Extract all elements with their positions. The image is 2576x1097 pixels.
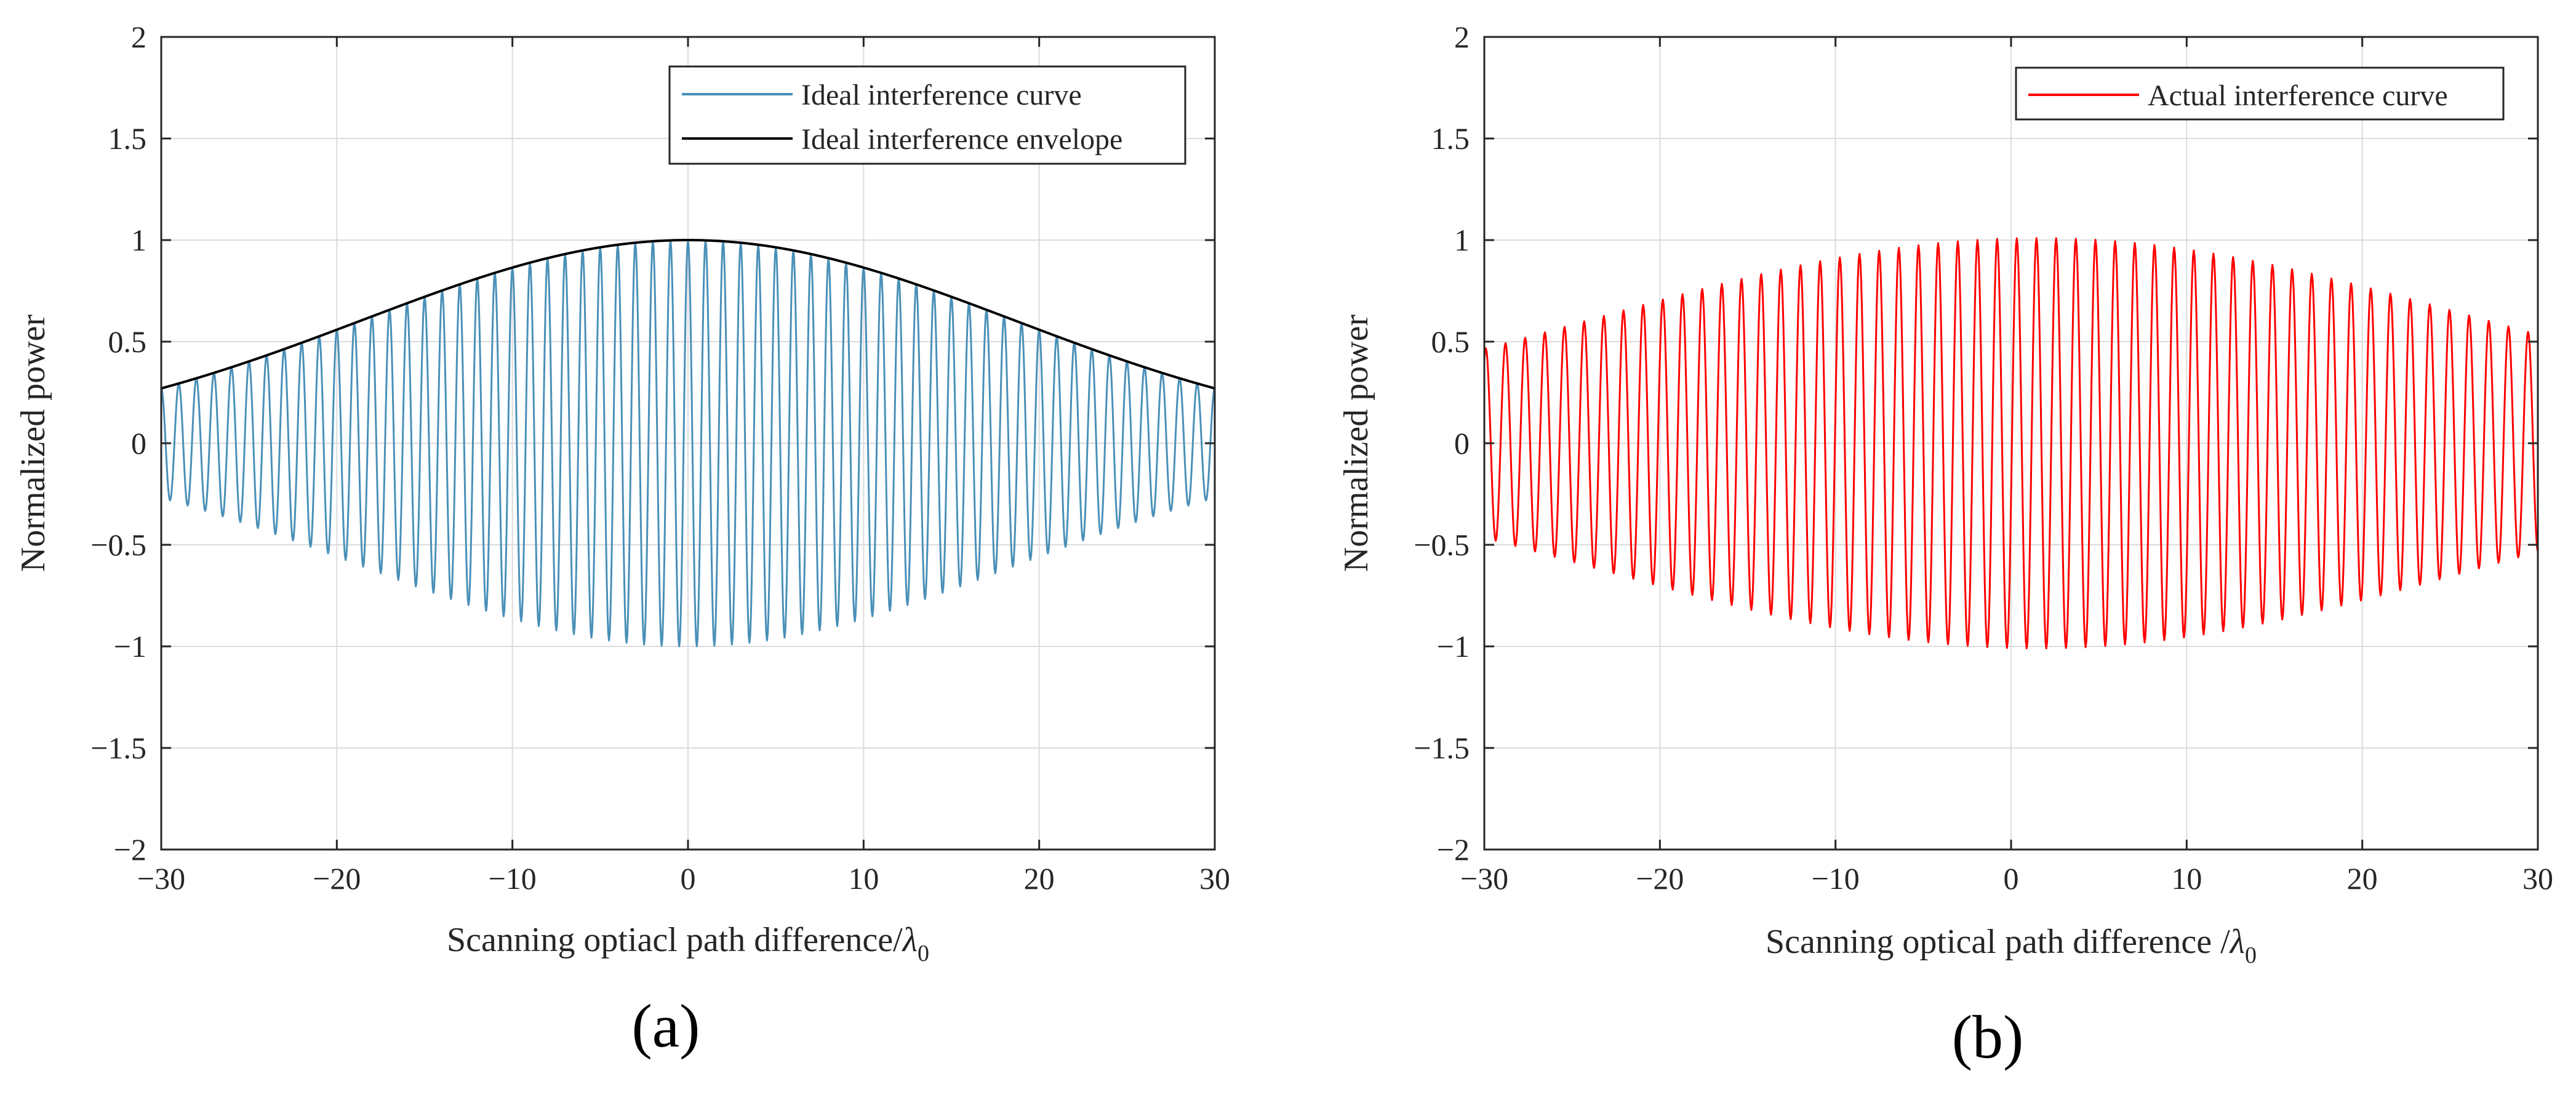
y-tick-labels: −2 −1.5 −1 −0.5 0 0.5 1 1.5 2 <box>90 20 146 867</box>
x-axis-label-text: Scanning optiacl path difference/ <box>447 921 903 959</box>
legend-box <box>668 65 1186 165</box>
x-axis-label: Scanning optiacl path difference/λ0 <box>447 921 929 966</box>
x-tick-labels: −30 −20 −10 0 10 20 30 <box>1460 861 2553 896</box>
x-tick-label: −20 <box>313 861 361 896</box>
x-axis-label-subscript: 0 <box>2245 942 2257 968</box>
legend: Ideal interference curve Ideal interfere… <box>668 65 1186 165</box>
chart-panel-a: −30 −20 −10 0 10 20 30 −2 −1.5 −1 −0.5 0 0.5 1 1.5 2 N… <box>14 20 1230 1060</box>
x-tick-label: −10 <box>489 861 537 896</box>
y-tick-label: 0 <box>131 426 146 460</box>
legend-label-ideal-curve: Ideal interference curve <box>801 79 1082 111</box>
x-axis-label: Scanning optical path difference /λ0 <box>1766 923 2257 968</box>
y-tick-label: 0 <box>1454 426 1470 460</box>
y-tick-label: −2 <box>1437 832 1470 867</box>
y-tick-label: 2 <box>131 20 146 54</box>
panel-label-a: (a) <box>632 992 700 1060</box>
x-tick-label: 10 <box>2171 861 2202 896</box>
x-axis-label-text: Scanning optical path difference / <box>1766 923 2230 961</box>
y-tick-labels: −2 −1.5 −1 −0.5 0 0.5 1 1.5 2 <box>1414 20 1470 867</box>
x-tick-label: 0 <box>681 861 696 896</box>
x-tick-label: 30 <box>1199 861 1230 896</box>
y-tick-label: 1.5 <box>1431 121 1470 156</box>
y-tick-label: 2 <box>1454 20 1470 54</box>
y-tick-label: 0.5 <box>108 324 147 359</box>
panel-label-b: (b) <box>1952 1003 2024 1071</box>
y-tick-label: 1.5 <box>108 121 147 156</box>
y-tick-label: −1.5 <box>1414 731 1470 765</box>
y-tick-label: −0.5 <box>90 528 146 562</box>
series-line-actual-interference-curve <box>1483 237 2539 649</box>
y-tick-label: −0.5 <box>1414 528 1470 562</box>
y-tick-label: −1 <box>1437 629 1470 664</box>
x-tick-label: 10 <box>848 861 879 896</box>
legend: Actual interference curve <box>2015 66 2505 121</box>
series-group <box>160 239 1216 648</box>
legend-label-ideal-envelope: Ideal interference envelope <box>801 123 1122 156</box>
x-tick-label: 20 <box>2347 861 2378 896</box>
y-tick-label: −1.5 <box>90 731 146 765</box>
y-tick-label: −2 <box>114 832 146 867</box>
tick-marks <box>160 36 1216 851</box>
chart-panel-b: −30 −20 −10 0 10 20 30 −2 −1.5 −1 −0.5 0 0.5 1 1.5 2 N… <box>1337 20 2553 1071</box>
y-tick-label: 1 <box>1454 223 1470 257</box>
legend-label-actual-curve: Actual interference curve <box>2148 79 2448 112</box>
y-axis-label: Normalized power <box>1337 315 1375 573</box>
x-tick-label: 30 <box>2522 861 2553 896</box>
x-axis-label-lambda: λ <box>902 921 918 959</box>
tick-marks <box>1483 36 2539 851</box>
series-group <box>1483 237 2539 649</box>
x-tick-label: −30 <box>137 861 185 896</box>
y-tick-label: 1 <box>131 223 146 257</box>
y-axis-label: Normalized power <box>14 315 52 573</box>
x-tick-labels: −30 −20 −10 0 10 20 30 <box>137 861 1230 896</box>
x-tick-label: 20 <box>1024 861 1055 896</box>
y-tick-label: 0.5 <box>1431 324 1470 359</box>
y-tick-label: −1 <box>114 629 146 664</box>
x-tick-label: −20 <box>1636 861 1684 896</box>
series-line-ideal-interference-envelope <box>161 239 1215 390</box>
x-tick-label: 0 <box>2004 861 2019 896</box>
x-tick-label: −10 <box>1812 861 1860 896</box>
x-axis-label-lambda: λ <box>2229 923 2245 961</box>
x-axis-label-subscript: 0 <box>918 941 929 966</box>
x-tick-label: −30 <box>1460 861 1508 896</box>
